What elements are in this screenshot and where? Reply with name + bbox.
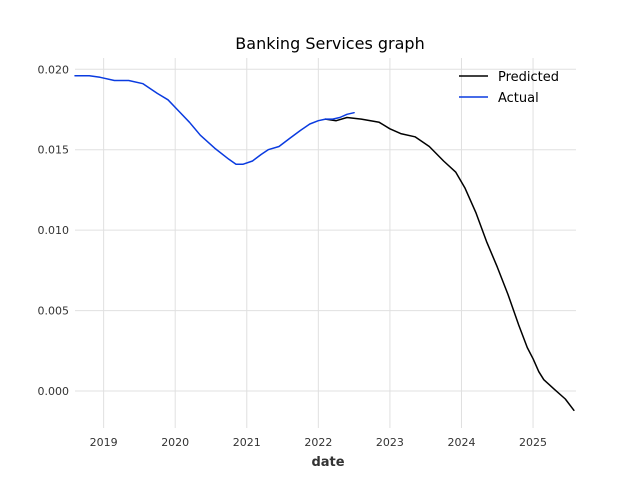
y-tick-label: 0.010	[38, 224, 70, 237]
series-line-predicted	[324, 116, 575, 412]
x-tick-labels: 2019 2020 2021 2022 2023 2024 2025	[90, 436, 547, 449]
y-tick-label: 0.005	[38, 305, 70, 318]
series-line-actual	[74, 74, 355, 165]
legend-label-predicted: Predicted	[498, 70, 559, 85]
grid	[75, 58, 576, 428]
legend: Predicted Actual	[459, 70, 559, 106]
x-tick-label: 2023	[376, 436, 404, 449]
chart-title: Banking Services graph	[235, 34, 424, 53]
x-tick-label: 2022	[304, 436, 332, 449]
x-tick-label: 2021	[233, 436, 261, 449]
x-tick-label: 2025	[519, 436, 547, 449]
x-tick-label: 2024	[447, 436, 475, 449]
x-axis-label: date	[311, 455, 344, 470]
y-tick-label: 0.000	[38, 385, 70, 398]
legend-label-actual: Actual	[498, 91, 539, 106]
y-tick-label: 0.015	[38, 144, 70, 157]
y-tick-labels: 0.000 0.005 0.010 0.015 0.020	[38, 63, 70, 398]
series-lines	[74, 74, 575, 412]
x-tick-label: 2019	[90, 436, 118, 449]
y-tick-label: 0.020	[38, 63, 70, 76]
x-tick-label: 2020	[161, 436, 189, 449]
